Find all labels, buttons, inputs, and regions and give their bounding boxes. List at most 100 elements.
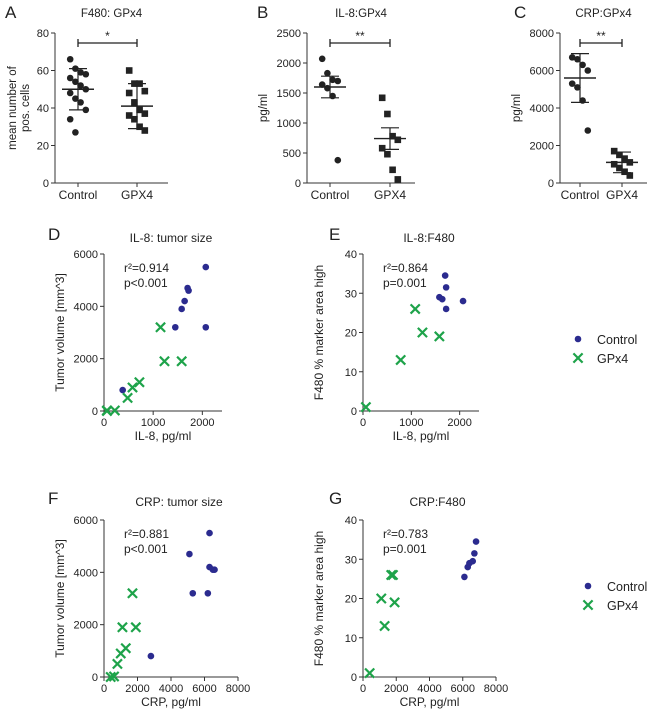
data-point-gpx4	[159, 355, 170, 367]
data-point	[131, 99, 138, 106]
data-point-gpx4	[130, 621, 142, 633]
y-tick-label: 2000	[74, 620, 98, 632]
panel-a: A F480: GPx4 0 20 40 60 80 Control GPX4 mean numb…	[5, 3, 168, 202]
x-tick-label: GPX4	[606, 188, 638, 202]
r-squared-label: r²=0.914	[124, 261, 169, 275]
y-tick-label: 30	[345, 288, 357, 300]
x-tick-label: GPX4	[374, 188, 406, 202]
y-tick-label: 10	[345, 367, 357, 379]
data-point	[136, 106, 143, 114]
legend-marker-control	[574, 335, 582, 343]
y-tick-label: 6000	[530, 66, 554, 78]
y-tick-label: 0	[351, 672, 357, 684]
data-point	[616, 164, 623, 172]
y-tick-label: 500	[283, 148, 301, 160]
data-point	[616, 151, 623, 159]
x-tick-label: 1000	[399, 417, 423, 429]
significance-label: **	[355, 29, 365, 43]
data-point-control	[461, 573, 468, 581]
legend-top: Control GPx4	[572, 333, 637, 366]
x-tick-label: 0	[101, 417, 107, 429]
panel-c: C CRP:GPx4 0 2000 4000 6000 8000 Control GPX4 pg/…	[511, 3, 647, 202]
y-tick-label: 0	[92, 672, 98, 684]
y-tick-label: 40	[37, 103, 49, 115]
data-point	[324, 69, 331, 77]
data-point	[318, 81, 326, 88]
data-point	[394, 136, 402, 144]
data-point-gpx4	[155, 321, 166, 333]
y-tick-label: 20	[37, 141, 49, 153]
data-point-gpx4	[117, 621, 128, 633]
data-point	[72, 78, 79, 86]
y-tick-label: 2000	[74, 354, 98, 366]
p-value-label: p<0.001	[124, 542, 168, 556]
x-tick-label: 0	[360, 417, 366, 429]
y-tick-label: 2000	[530, 141, 554, 153]
y-tick-label: 40	[345, 515, 357, 527]
chart-title: CRP: tumor size	[135, 495, 223, 509]
x-axis-label: CRP, pg/ml	[141, 695, 201, 709]
x-tick-label: Control	[59, 188, 98, 202]
data-point	[378, 144, 386, 152]
x-axis-label: IL-8, pg/ml	[135, 429, 192, 443]
data-point-control	[471, 550, 478, 557]
y-tick-label: 30	[345, 554, 357, 566]
x-tick-label: 2000	[447, 417, 471, 429]
p-value-label: p=0.001	[383, 276, 427, 290]
r-squared-label: r²=0.783	[383, 527, 428, 541]
data-point	[574, 84, 581, 91]
y-tick-label: 80	[37, 28, 49, 40]
y-tick-label: 0	[92, 406, 98, 418]
data-point-gpx4	[409, 303, 421, 315]
y-axis-label: mean number ofpos. cells	[7, 65, 32, 150]
data-point-gpx4	[122, 392, 133, 404]
chart-title: CRP:GPx4	[575, 8, 632, 20]
data-point	[131, 115, 138, 123]
data-point-control	[211, 566, 218, 574]
x-tick-label: GPX4	[121, 188, 153, 202]
data-point	[141, 110, 149, 117]
x-tick-label: 4000	[417, 683, 441, 695]
chart-title: IL-8:GPx4	[335, 8, 387, 20]
y-tick-label: 1000	[277, 118, 301, 130]
data-point	[568, 80, 576, 87]
data-point	[389, 166, 396, 174]
data-point-control	[204, 589, 212, 597]
y-axis-label: F480 % marker area high	[312, 531, 326, 666]
data-point-control	[185, 287, 192, 294]
panel-letter: D	[48, 225, 60, 244]
data-point	[334, 77, 342, 85]
data-point-gpx4	[395, 354, 407, 366]
panel-letter: G	[329, 489, 342, 508]
data-point	[621, 168, 628, 176]
data-point-gpx4	[385, 569, 397, 581]
data-point-control	[202, 323, 210, 331]
y-tick-label: 40	[345, 249, 357, 261]
data-point-gpx4	[101, 405, 113, 416]
data-point-control	[147, 652, 155, 660]
data-point-control	[442, 284, 450, 291]
data-point	[125, 67, 133, 74]
data-point	[318, 55, 326, 63]
legend-label-gpx4: GPx4	[607, 599, 638, 613]
x-axis-label: CRP, pg/ml	[400, 695, 460, 709]
x-axis-label: IL-8, pg/ml	[393, 429, 450, 443]
legend-label-control: Control	[597, 333, 637, 347]
data-point-gpx4	[387, 569, 399, 581]
data-point	[77, 69, 84, 76]
y-tick-label: 60	[37, 66, 49, 78]
y-axis-label: Tumor volume [mm^3]	[53, 539, 67, 658]
data-point	[136, 123, 143, 131]
data-point	[610, 147, 618, 155]
panel-letter: C	[514, 3, 526, 22]
y-axis-label: pg/ml	[511, 94, 523, 122]
x-tick-label: 2000	[125, 683, 149, 695]
data-point-control	[178, 305, 185, 313]
y-tick-label: 8000	[530, 28, 554, 40]
chart-title: IL-8: tumor size	[130, 231, 213, 245]
panel-letter: E	[329, 225, 340, 244]
data-point	[82, 70, 90, 78]
data-point	[66, 55, 74, 63]
chart-title: IL-8:F480	[403, 231, 455, 245]
